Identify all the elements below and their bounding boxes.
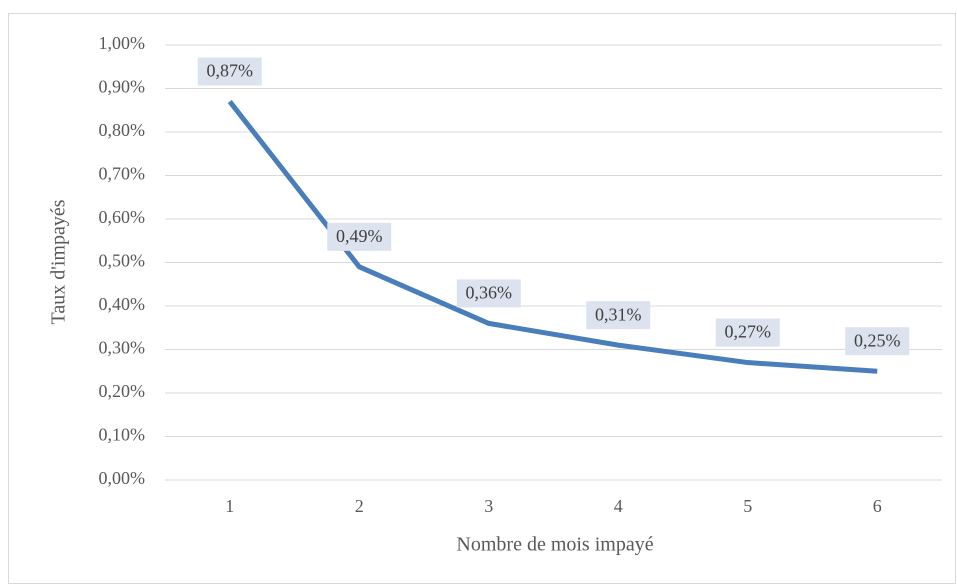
x-tick-label: 4	[614, 496, 623, 516]
data-label: 0,27%	[725, 322, 772, 342]
y-tick-label: 0,50%	[99, 251, 146, 271]
y-tick-label: 0,30%	[99, 338, 146, 358]
y-tick-label: 0,80%	[99, 120, 146, 140]
data-label: 0,36%	[466, 283, 513, 303]
x-tick-label: 6	[873, 496, 882, 516]
y-axis-title: Taux d'impayés	[48, 199, 70, 324]
data-label: 0,87%	[207, 61, 254, 81]
y-tick-label: 1,00%	[99, 33, 146, 53]
data-label-box	[197, 57, 262, 86]
data-label-box	[456, 279, 521, 308]
y-tick-label: 0,40%	[99, 294, 146, 314]
data-label-box	[586, 301, 651, 330]
data-label-box	[715, 318, 780, 347]
y-tick-label: 0,60%	[99, 207, 146, 227]
x-tick-label: 1	[225, 496, 234, 516]
x-axis-title: Nombre de mois impayé	[456, 534, 653, 556]
y-tick-label: 0,20%	[99, 381, 146, 401]
y-tick-label: 0,90%	[99, 77, 146, 97]
y-tick-label: 0,00%	[99, 468, 146, 488]
x-tick-label: 2	[355, 496, 364, 516]
data-label: 0,31%	[595, 304, 642, 324]
data-label-box	[327, 222, 392, 251]
data-label: 0,25%	[854, 330, 901, 350]
y-tick-label: 0,70%	[99, 164, 146, 184]
y-tick-label: 0,10%	[99, 425, 146, 445]
x-tick-label: 5	[743, 496, 752, 516]
data-label-box	[845, 327, 910, 356]
data-label: 0,49%	[336, 226, 383, 246]
x-tick-label: 3	[484, 496, 493, 516]
